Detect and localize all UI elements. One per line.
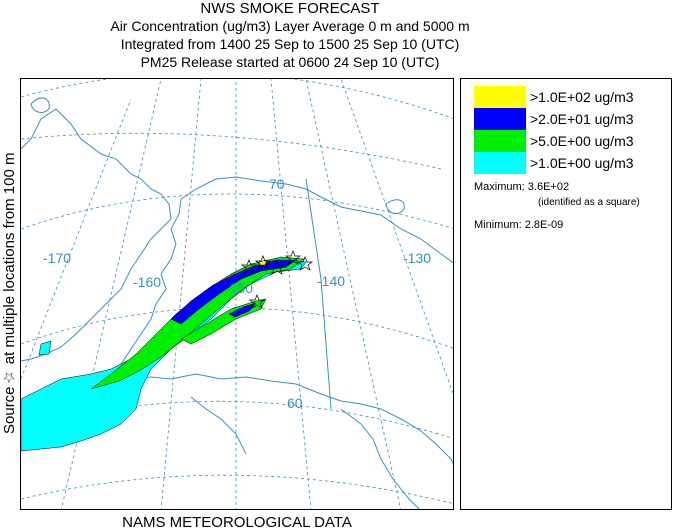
data-source-footer: NAMS METEOROLOGICAL DATA <box>122 514 352 531</box>
latitude-line <box>21 474 453 504</box>
legend-swatch-green <box>474 130 526 152</box>
legend-label: >1.0E+02 ug/m3 <box>530 89 634 105</box>
longitude-line <box>305 79 401 509</box>
legend-label: >2.0E+01 ug/m3 <box>530 111 634 127</box>
longitude-line <box>61 79 162 509</box>
legend-label: >5.0E+00 ug/m3 <box>530 133 634 149</box>
legend-swatch-cyan <box>474 152 526 174</box>
legend-panel: >1.0E+02 ug/m3 >2.0E+01 ug/m3 >5.0E+00 u… <box>460 78 672 510</box>
legend-swatch-blue <box>474 108 526 130</box>
coast-detail <box>190 396 247 455</box>
longitude-line <box>21 98 132 380</box>
maximum-value: Maximum: 3.6E+02 <box>474 181 570 193</box>
island <box>385 199 405 215</box>
latitude-label: 70 <box>269 176 285 192</box>
latitude-line <box>21 400 453 439</box>
coastlines <box>21 97 453 509</box>
source-star <box>248 294 266 309</box>
latitude-label: 60 <box>287 395 303 411</box>
smoke-map: -170 -160 -150 -140 -130 70 60 <box>21 79 453 509</box>
latitude-line <box>21 79 453 119</box>
siberia-coast <box>21 108 172 362</box>
alaska-south-coast <box>90 373 453 465</box>
forecast-title: NWS SMOKE FORECAST <box>200 0 380 17</box>
minimum-value: Minimum: 2.8E-09 <box>474 219 564 231</box>
source-star <box>254 255 272 270</box>
source-star <box>240 259 258 274</box>
legend-row: >5.0E+00 ug/m3 <box>474 130 634 152</box>
island <box>30 97 50 113</box>
graticule-labels: -170 -160 -150 -140 -130 70 60 <box>43 176 431 411</box>
longitude-label: -130 <box>403 250 431 266</box>
longitude-line <box>160 79 202 509</box>
legend-label: >1.0E+00 ug/m3 <box>530 155 634 171</box>
coast-detail <box>340 408 420 509</box>
source-star <box>284 250 302 265</box>
map-panel: -170 -160 -150 -140 -130 70 60 <box>20 78 454 510</box>
alaska-north-coast <box>180 176 453 264</box>
maximum-note: (identified as a square) <box>538 197 640 208</box>
legend-swatch-yellow <box>474 86 526 108</box>
longitude-label: -160 <box>133 274 161 290</box>
latitude-line <box>21 193 453 230</box>
legend-row: >2.0E+01 ug/m3 <box>474 108 634 130</box>
legend-row: >1.0E+02 ug/m3 <box>474 86 634 108</box>
source-star <box>268 260 286 275</box>
border-line <box>305 178 332 410</box>
longitude-label: -150 <box>225 280 253 296</box>
plume-cyan <box>38 340 52 356</box>
plume-green <box>90 256 305 390</box>
source-location-label: Source☆ at multiple locations from 100 m <box>1 152 18 434</box>
longitude-line <box>270 79 312 509</box>
longitude-line <box>340 79 453 395</box>
release-info: PM25 Release started at 0600 24 Sep 10 (… <box>140 54 440 70</box>
legend-row: >1.0E+00 ug/m3 <box>474 152 634 174</box>
source-star <box>296 256 314 271</box>
longitude-label: -140 <box>317 273 345 289</box>
longitude-label: -170 <box>43 250 71 266</box>
smoke-plume <box>21 256 307 452</box>
source-markers <box>240 250 314 309</box>
integration-period: Integrated from 1400 25 Sep to 1500 25 S… <box>120 36 460 52</box>
layer-description: Air Concentration (ug/m3) Layer Average … <box>110 18 470 34</box>
latitude-line <box>21 132 442 170</box>
